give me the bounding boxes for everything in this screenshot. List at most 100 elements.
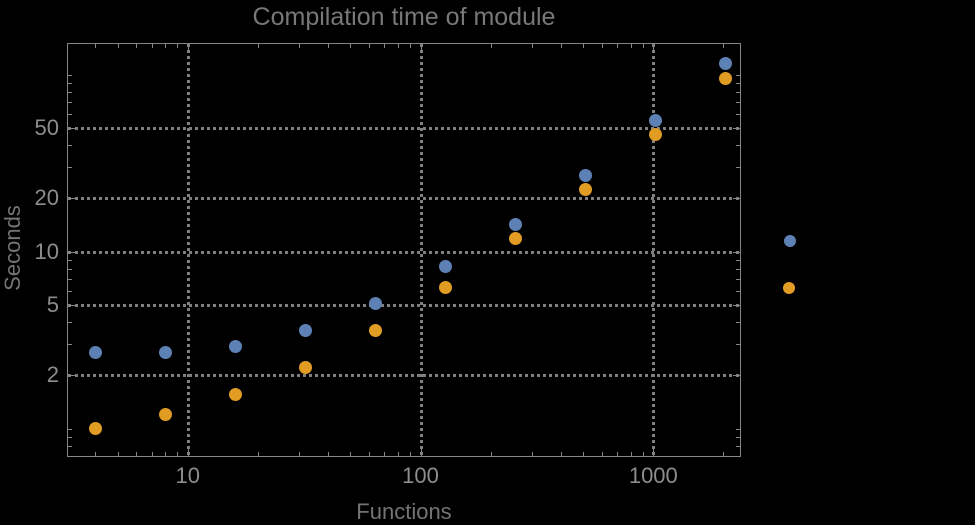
x-tick xyxy=(617,452,619,456)
series-orange-point xyxy=(438,280,452,294)
series-orange-point xyxy=(228,388,242,402)
y-tick xyxy=(736,91,740,93)
series-blue-point xyxy=(649,114,663,128)
y-tick xyxy=(736,445,740,447)
series-blue-point xyxy=(88,345,102,359)
y-tick xyxy=(68,436,72,438)
x-tick xyxy=(723,452,725,456)
gridline-x-10 xyxy=(186,44,190,455)
y-tick-label: 50 xyxy=(34,114,59,140)
x-tick xyxy=(165,452,167,456)
y-tick xyxy=(68,290,72,292)
y-tick-label: 5 xyxy=(46,291,59,317)
y-tick xyxy=(733,375,740,377)
series-blue-point xyxy=(438,260,452,274)
y-tick xyxy=(68,268,72,270)
gridline-y-2 xyxy=(68,374,739,378)
x-tick xyxy=(368,452,370,456)
y-tick-label: 10 xyxy=(34,238,59,264)
gridline-y-50 xyxy=(68,126,739,130)
y-tick xyxy=(733,198,740,200)
x-tick xyxy=(653,44,655,51)
y-tick xyxy=(68,113,72,115)
x-tick xyxy=(177,44,179,48)
y-tick xyxy=(736,436,740,438)
x-tick xyxy=(327,452,329,456)
y-tick xyxy=(68,102,72,104)
x-tick xyxy=(177,452,179,456)
x-tick xyxy=(368,44,370,48)
series-blue-point xyxy=(719,57,733,71)
y-tick xyxy=(68,456,72,457)
y-tick xyxy=(736,344,740,346)
y-tick xyxy=(68,82,72,84)
series-blue-point xyxy=(228,340,242,354)
y-tick xyxy=(68,251,75,253)
y-tick xyxy=(733,251,740,253)
series-blue-point xyxy=(579,168,593,182)
x-tick xyxy=(409,44,411,48)
x-tick xyxy=(397,452,399,456)
x-tick xyxy=(165,44,167,48)
x-tick xyxy=(397,44,399,48)
x-tick xyxy=(257,452,259,456)
legend-marker-orange xyxy=(783,282,795,294)
y-tick xyxy=(68,167,72,169)
y-tick xyxy=(736,113,740,115)
y-tick xyxy=(68,428,72,430)
x-tick xyxy=(350,44,352,48)
x-tick-label: 1000 xyxy=(628,463,678,488)
series-blue-point xyxy=(298,323,312,337)
series-orange-point xyxy=(88,422,102,436)
plot-frame xyxy=(67,43,741,457)
y-tick xyxy=(736,82,740,84)
x-tick xyxy=(560,44,562,48)
x-tick xyxy=(420,44,422,51)
x-tick xyxy=(187,449,189,456)
y-tick-label: 2 xyxy=(46,362,59,388)
x-tick xyxy=(531,44,533,48)
y-tick xyxy=(736,102,740,104)
series-orange-point xyxy=(719,72,733,86)
x-tick xyxy=(136,44,138,48)
x-tick xyxy=(409,452,411,456)
x-tick-label: 10 xyxy=(175,463,200,488)
y-tick xyxy=(736,322,740,324)
x-tick-label: 100 xyxy=(402,463,439,488)
series-blue-point xyxy=(509,217,523,231)
y-tick xyxy=(68,74,72,76)
y-tick xyxy=(736,456,740,457)
x-tick xyxy=(630,44,632,48)
x-tick xyxy=(257,44,259,48)
legend-marker-blue xyxy=(784,235,796,247)
y-tick xyxy=(736,428,740,430)
gridline-x-1000 xyxy=(652,44,656,455)
y-tick xyxy=(68,344,72,346)
x-tick xyxy=(583,452,585,456)
x-tick xyxy=(327,44,329,48)
y-tick xyxy=(68,322,72,324)
x-tick xyxy=(136,452,138,456)
x-tick xyxy=(117,44,119,48)
gridline-x-100 xyxy=(419,44,423,455)
y-tick xyxy=(68,198,75,200)
y-tick xyxy=(736,74,740,76)
gridline-y-10 xyxy=(68,250,739,254)
series-orange-point xyxy=(509,232,523,246)
x-tick xyxy=(490,44,492,48)
y-tick xyxy=(736,259,740,261)
x-tick xyxy=(617,44,619,48)
x-tick xyxy=(151,44,153,48)
series-orange-point xyxy=(298,361,312,375)
x-tick xyxy=(653,449,655,456)
series-blue-point xyxy=(368,296,382,310)
x-tick xyxy=(350,452,352,456)
y-tick xyxy=(68,445,72,447)
y-tick xyxy=(733,304,740,306)
x-tick xyxy=(420,449,422,456)
series-orange-point xyxy=(158,408,172,422)
series-blue-point xyxy=(158,345,172,359)
x-tick xyxy=(151,452,153,456)
x-tick xyxy=(117,452,119,456)
